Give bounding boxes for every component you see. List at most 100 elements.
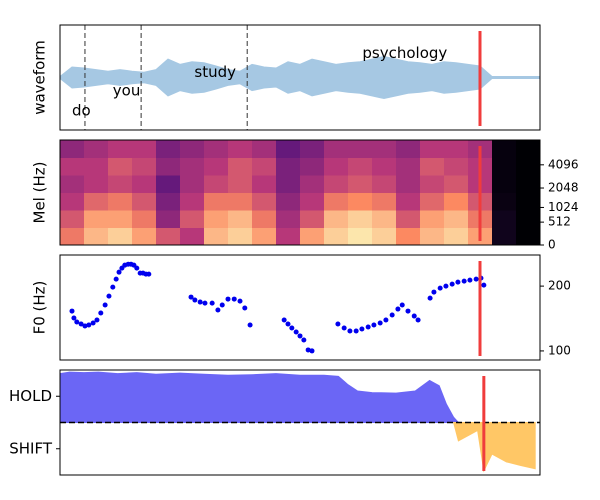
f0-point — [473, 276, 479, 282]
f0-point — [215, 307, 221, 313]
f0-point — [377, 320, 383, 326]
heatmap-cell — [444, 175, 469, 193]
area — [452, 422, 536, 473]
heatmap-cell — [252, 227, 277, 245]
plot-area — [69, 261, 487, 354]
panel: waveform do you study psychology — [31, 24, 541, 131]
f0-point — [192, 297, 198, 303]
heatmap-cell — [420, 227, 445, 245]
axes-frame — [59, 254, 541, 361]
heatmap-cell — [132, 140, 157, 158]
f0-point — [335, 321, 341, 327]
heatmap-cell — [84, 227, 109, 245]
heatmap-cell — [420, 157, 445, 176]
heatmap-cell — [348, 227, 373, 245]
heatmap-cell — [108, 227, 133, 245]
y-axis-label: F0 (Hz) — [31, 281, 49, 335]
heatmap-cell — [156, 157, 181, 176]
heatmap-cell — [516, 157, 540, 176]
heatmap-cell — [156, 140, 181, 158]
y-tick-label: HOLD — [9, 387, 52, 405]
f0-point — [90, 320, 96, 326]
f0-point — [69, 308, 75, 314]
f0-point — [301, 337, 307, 343]
f0-point — [134, 265, 140, 271]
heatmap-cell — [252, 175, 277, 193]
plot-area — [60, 140, 540, 245]
heatmap-cell — [324, 192, 349, 211]
f0-point — [202, 300, 208, 306]
word-label: do — [72, 102, 91, 120]
heatmap-cell — [228, 192, 253, 211]
y-tick-label: 0 — [548, 238, 556, 252]
waveform-lower — [60, 77, 540, 100]
y-tick-label: 1024 — [548, 200, 579, 214]
f0-point — [146, 271, 152, 277]
f0-point — [116, 269, 122, 275]
heatmap-cell — [204, 175, 229, 193]
f0-point — [347, 328, 353, 334]
heatmap-cell — [204, 227, 229, 245]
f0-point — [247, 322, 253, 328]
heatmap-cell — [156, 175, 181, 193]
heatmap-cell — [324, 175, 349, 193]
f0-point — [209, 300, 215, 306]
heatmap-cell — [396, 175, 421, 193]
heatmap-cell — [84, 140, 109, 158]
heatmap-cell — [228, 140, 253, 158]
heatmap-cell — [420, 192, 445, 211]
heatmap-cell — [420, 210, 445, 228]
heatmap-cell — [420, 140, 445, 158]
f0-point — [383, 317, 389, 323]
heatmap-cell — [300, 157, 325, 176]
heatmap-cell — [60, 175, 85, 193]
heatmap-cell — [348, 175, 373, 193]
heatmap-cell — [324, 140, 349, 158]
f0-point — [289, 325, 295, 331]
f0-point — [389, 312, 395, 318]
f0-point — [94, 317, 100, 323]
f0-point — [309, 348, 315, 354]
heatmap-cell — [516, 227, 540, 245]
axes-frame — [59, 139, 541, 246]
y-tick-label: 200 — [548, 279, 571, 293]
f0-point — [305, 347, 311, 353]
waveform-upper — [60, 55, 540, 78]
heatmap-cell — [492, 175, 517, 193]
f0-point — [281, 317, 287, 323]
f0-point — [242, 305, 248, 311]
f0-point — [102, 302, 108, 308]
heatmap-cell — [396, 210, 421, 228]
f0-point — [431, 289, 437, 295]
heatmap-cell — [84, 192, 109, 211]
heatmap-cell — [444, 227, 469, 245]
heatmap-cell — [276, 210, 301, 228]
f0-point — [371, 322, 377, 328]
area — [60, 371, 460, 423]
f0-point — [237, 298, 243, 304]
f0-point — [78, 321, 84, 327]
heatmap-cell — [180, 175, 205, 193]
heatmap-cell — [108, 175, 133, 193]
heatmap-cell — [372, 140, 397, 158]
heatmap-cell — [180, 157, 205, 176]
f0-point — [405, 308, 411, 314]
y-tick-label: 4096 — [548, 157, 579, 171]
heatmap-cell — [516, 192, 540, 211]
heatmap-cell — [60, 192, 85, 211]
heatmap-cell — [252, 140, 277, 158]
heatmap-cell — [348, 192, 373, 211]
heatmap-cell — [444, 210, 469, 228]
heatmap-cell — [228, 175, 253, 193]
heatmap-cell — [132, 175, 157, 193]
heatmap-cell — [84, 210, 109, 228]
word-label: you — [113, 82, 141, 100]
f0-point — [285, 321, 291, 327]
heatmap-cell — [516, 175, 540, 193]
f0-point — [219, 302, 225, 308]
heatmap-cell — [444, 192, 469, 211]
heatmap-cell — [348, 140, 373, 158]
f0-point — [437, 285, 443, 291]
